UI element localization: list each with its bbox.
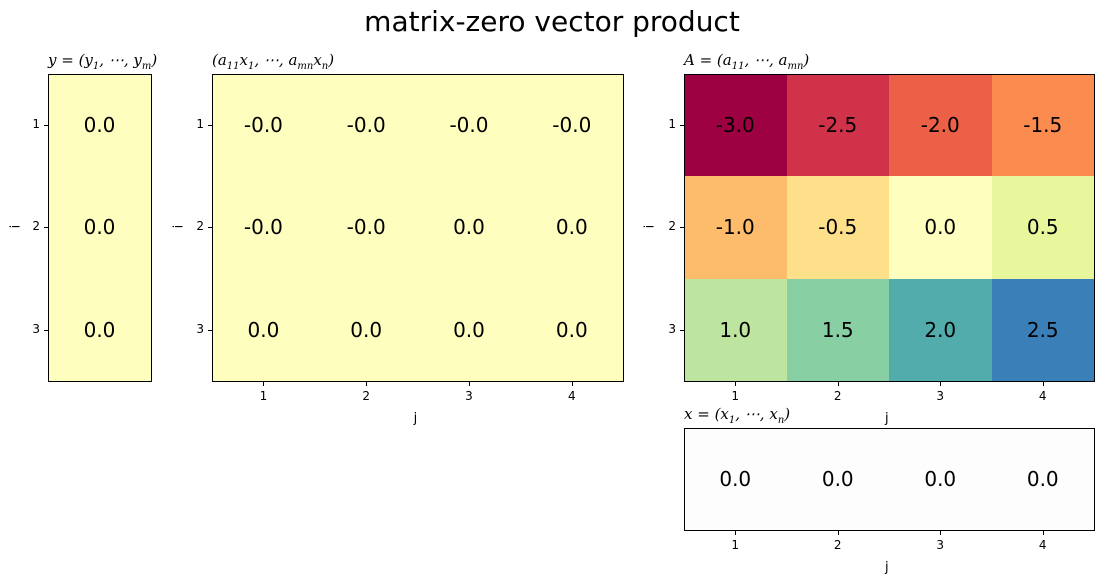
heatmap-cell: -0.0 [314, 74, 418, 177]
figure-title: matrix-zero vector product [364, 5, 740, 38]
y-tick-label: 3 [32, 321, 40, 336]
y-tick-label: 1 [32, 117, 40, 132]
y-tick-label: 2 [196, 219, 204, 234]
heatmap-cell: 0.0 [684, 428, 787, 530]
x-tick-mark [469, 381, 470, 386]
y-axis-label: i [642, 225, 658, 229]
y-tick-mark [680, 329, 684, 331]
heatmap-cell: 0.0 [417, 176, 521, 279]
heatmap-cell: -0.5 [786, 176, 889, 279]
heatmap-cell: 2.0 [889, 278, 992, 381]
heatmap-cell: -0.0 [314, 176, 418, 279]
y-tick-mark [44, 329, 48, 331]
heatmap-cell: 2.5 [991, 278, 1094, 381]
y-axis-label: i [171, 225, 187, 229]
y-axis-label: i [8, 225, 24, 229]
heatmap-cell: -0.0 [212, 74, 315, 177]
heatmap-cell: 0.0 [520, 278, 624, 381]
x-tick-label: 3 [936, 388, 945, 403]
heatmap-cell: 0.5 [991, 176, 1094, 279]
x-tick-label: 2 [833, 538, 842, 552]
heatmap-cell: 0.0 [212, 278, 315, 381]
plot-frame [48, 74, 152, 382]
heatmap-cell: 0.0 [417, 278, 521, 381]
x-tick-label: 4 [1038, 388, 1047, 403]
x-tick-mark [940, 381, 942, 386]
x-tick-mark [571, 381, 573, 386]
x-tick-mark [1042, 531, 1044, 535]
x-axis-label: j [413, 411, 418, 426]
y-tick-label: 2 [668, 219, 676, 234]
x-tick-mark [940, 531, 942, 535]
panel-title-ax: (a11x1, ⋯, amnxn) [212, 51, 335, 72]
heatmap-cell: -0.0 [520, 74, 624, 177]
x-tick-mark [735, 531, 737, 535]
y-tick-label: 1 [668, 117, 676, 132]
heatmap-cell: 0.0 [786, 428, 889, 530]
x-tick-label: 1 [731, 388, 740, 403]
heatmap-cell: 1.5 [786, 278, 889, 381]
x-tick-label: 1 [259, 388, 268, 403]
y-tick-mark [44, 125, 48, 127]
plot-frame [684, 428, 1095, 531]
heatmap-cell: -3.0 [684, 74, 787, 177]
x-axis-label: j [885, 411, 889, 426]
plot-frame [684, 74, 1095, 382]
x-tick-mark [735, 381, 737, 386]
y-tick-mark [44, 227, 48, 229]
x-tick-label: 2 [362, 388, 370, 403]
heatmap-cell: -2.5 [786, 74, 889, 177]
y-tick-mark [208, 329, 212, 331]
y-tick-label: 2 [32, 219, 40, 234]
heatmap-cell: -0.0 [212, 176, 315, 279]
heatmap-cell: 1.0 [684, 278, 787, 381]
panel-title-x: x = (x1, ⋯, xn) [684, 405, 791, 426]
heatmap-cell: 0.0 [520, 176, 624, 279]
x-tick-mark [366, 381, 368, 386]
x-tick-label: 3 [465, 388, 473, 403]
panel-title-a: A = (a11, ⋯, amn) [684, 51, 810, 72]
x-tick-label: 1 [731, 538, 740, 552]
x-axis-label: j [885, 560, 889, 575]
heatmap-cell: 0.0 [314, 278, 418, 381]
panel-title-y: y = (y1, ⋯, ym) [48, 51, 158, 72]
y-tick-mark [680, 227, 684, 229]
y-tick-label: 1 [196, 117, 204, 132]
x-tick-label: 2 [833, 388, 842, 403]
x-tick-mark [837, 381, 839, 386]
x-tick-mark [837, 531, 839, 535]
y-tick-mark [680, 125, 684, 127]
heatmap-cell: -1.0 [684, 176, 787, 279]
heatmap-cell: 0.0 [48, 74, 151, 177]
x-tick-label: 4 [567, 388, 576, 403]
x-tick-mark [1042, 381, 1044, 386]
heatmap-cell: 0.0 [48, 278, 151, 381]
x-tick-label: 3 [936, 538, 945, 552]
y-tick-mark [208, 125, 212, 127]
heatmap-cell: 0.0 [889, 176, 992, 279]
heatmap-cell: -1.5 [991, 74, 1094, 177]
x-tick-mark [263, 381, 265, 386]
heatmap-cell: -0.0 [417, 74, 521, 177]
plot-frame [212, 74, 625, 382]
heatmap-cell: 0.0 [48, 176, 151, 279]
heatmap-cell: -2.0 [889, 74, 992, 177]
heatmap-cell: 0.0 [991, 428, 1094, 530]
y-tick-label: 3 [196, 321, 204, 336]
y-tick-mark [208, 227, 212, 229]
x-tick-label: 4 [1038, 538, 1047, 552]
y-tick-label: 3 [668, 321, 676, 336]
heatmap-cell: 0.0 [889, 428, 992, 530]
